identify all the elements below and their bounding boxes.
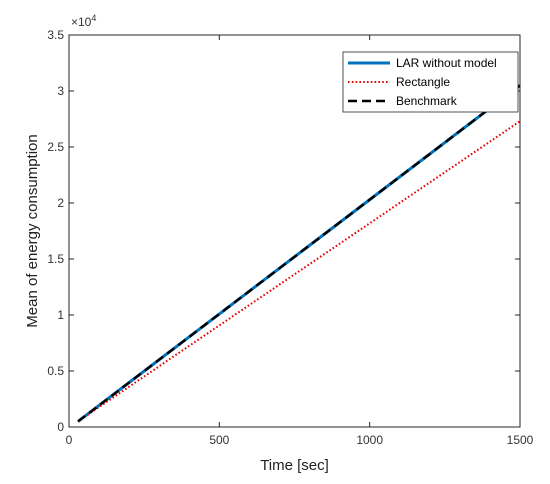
legend: LAR without model Rectangle Benchmark [342,51,519,113]
x-tick-label: 1500 [507,433,534,447]
series-line-2 [77,120,521,423]
y-multiplier-exponent: 4 [91,13,96,23]
series-layer [77,84,521,423]
y-tick-label: 3.5 [47,28,64,42]
y-tick-label: 2.5 [47,140,64,154]
ticks-layer: 0 500 1000 1500 0 0.5 1 1.5 2 2.5 3 3.5 [47,28,533,447]
y-tick-label: 1 [57,308,64,322]
y-tick-label: 0.5 [47,364,64,378]
y-tick-label: 3 [57,84,64,98]
legend-label-1: LAR without model [396,56,497,70]
y-tick-label: 1.5 [47,252,64,266]
x-axis-label: Time [sec] [260,457,329,474]
y-multiplier: ×104 [71,13,96,29]
x-tick-label: 0 [66,433,73,447]
series-line-3 [77,84,521,423]
y-tick-label: 2 [57,196,64,210]
y-tick-label: 0 [57,420,64,434]
y-axis-label: Mean of energy consumption [24,134,41,327]
y-multiplier-base: ×10 [71,15,92,29]
plot-frame [68,34,521,428]
x-tick-label: 500 [209,433,229,447]
x-tick-label: 1000 [356,433,383,447]
legend-label-3: Benchmark [396,94,458,108]
legend-label-2: Rectangle [396,75,450,89]
